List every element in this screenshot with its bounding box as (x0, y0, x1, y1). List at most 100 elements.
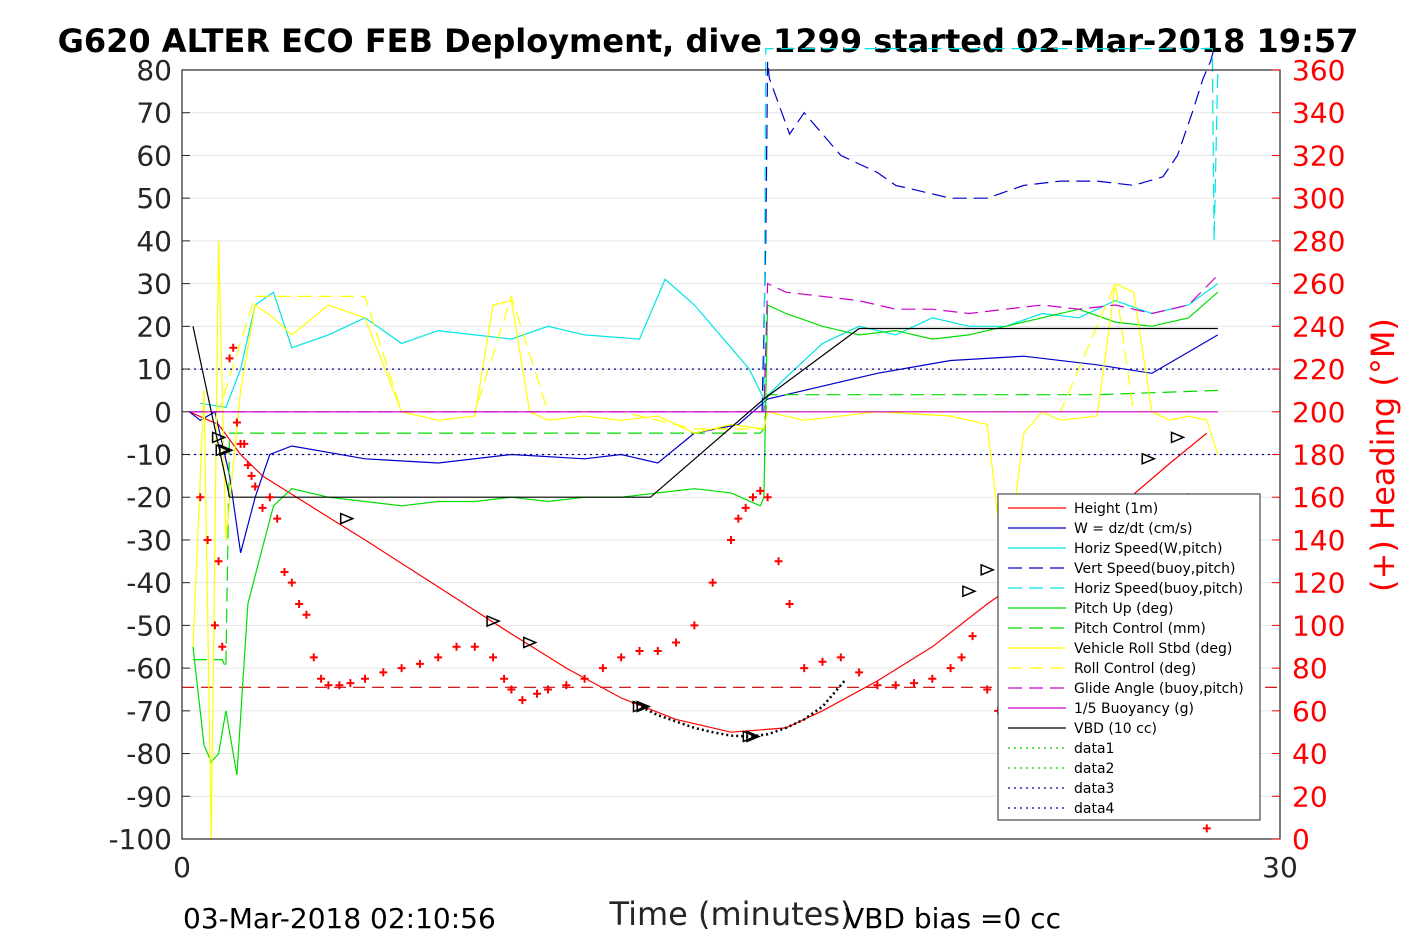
y2-tick-label: 0 (1292, 823, 1310, 856)
triangle-marker (746, 730, 761, 743)
series-line (192, 326, 1218, 498)
series-line (192, 291, 1219, 776)
triangle-marker (219, 444, 234, 457)
legend-label: Roll Control (deg) (1074, 661, 1196, 677)
x-axis-label: Time (minutes) (609, 895, 853, 933)
y2-tick-label: 40 (1292, 738, 1328, 771)
y-tick-label: -10 (126, 439, 172, 472)
heading-point (287, 578, 296, 587)
heading-point (265, 493, 274, 502)
heading-point (873, 681, 882, 690)
y-tick-label: 20 (136, 310, 172, 343)
y-tick-label: -80 (126, 738, 172, 771)
series-line (761, 48, 1215, 412)
triangle-marker (962, 585, 977, 598)
triangle-marker (486, 614, 502, 628)
heading-point (855, 668, 864, 677)
heading-point (379, 668, 388, 677)
heading-point (218, 642, 227, 651)
legend-label: data3 (1074, 781, 1114, 797)
heading-point (544, 685, 552, 694)
heading-point (756, 486, 765, 495)
heading-point (957, 653, 966, 662)
triangle-marker (211, 431, 227, 444)
y2-tick-label: 80 (1292, 652, 1328, 685)
heading-point (727, 535, 735, 544)
heading-point (741, 503, 750, 512)
y-tick-label: -30 (126, 524, 172, 557)
heading-point (489, 653, 498, 662)
heading-point (415, 659, 424, 668)
x-tick-label: 30 (1262, 851, 1298, 884)
triangle-marker (636, 700, 652, 713)
y2-tick-label: 100 (1292, 609, 1345, 642)
y2-tick-label: 160 (1292, 481, 1345, 514)
y2-tick-label: 300 (1292, 182, 1345, 215)
legend-label: Height (1m) (1074, 501, 1158, 517)
heading-point (983, 685, 992, 694)
heading-point (518, 696, 527, 705)
chart-title: G620 ALTER ECO FEB Deployment, dive 1299… (58, 22, 1359, 60)
legend-label: data1 (1074, 741, 1114, 757)
y2-tick-label: 140 (1292, 524, 1345, 557)
heading-point (500, 674, 509, 683)
heading-point (708, 578, 717, 587)
triangle-marker (1141, 452, 1157, 465)
legend-label: W = dz/dt (cm/s) (1074, 521, 1193, 537)
triangle-marker (632, 700, 648, 713)
heading-point (690, 621, 699, 630)
heading-point (280, 567, 289, 576)
heading-point (1202, 824, 1211, 833)
y2-axis-label: (+) Heading (°M) (1364, 318, 1402, 592)
heading-point (214, 557, 223, 566)
heading-point (452, 642, 461, 651)
y-tick-label: -20 (126, 481, 172, 514)
heading-point (910, 679, 918, 688)
y-tick-label: -50 (126, 609, 172, 642)
y-tick-label: 0 (154, 396, 172, 429)
legend-label: Pitch Control (mm) (1074, 621, 1206, 637)
heading-point (225, 354, 234, 363)
legend-label: Horiz Speed(W,pitch) (1074, 541, 1222, 557)
legend-label: Vert Speed(buoy,pitch) (1074, 561, 1236, 577)
heading-point (968, 632, 977, 641)
legend-label: 1/5 Buoyancy (g) (1074, 701, 1194, 717)
heading-point (533, 689, 542, 698)
series-line (193, 281, 1218, 430)
legend: Height (1m) W = dz/dt (cm/s) Horiz Speed(W… (997, 493, 1261, 821)
series-line (200, 278, 1219, 409)
legend-label: Glide Angle (buoy,pitch) (1074, 681, 1244, 697)
heading-point (203, 535, 212, 544)
heading-point (470, 642, 479, 651)
y2-tick-label: 180 (1292, 439, 1345, 472)
heading-point (580, 674, 589, 683)
heading-point (507, 685, 516, 694)
heading-point (774, 557, 783, 566)
heading-point (243, 461, 252, 470)
axis-ticks: 80706050403020100-10-20-30-40-50-60-70-8… (108, 54, 1345, 884)
triangle-marker (980, 563, 996, 576)
y-tick-label: 30 (136, 268, 172, 301)
heading-point (229, 343, 238, 352)
heading-point (258, 503, 267, 512)
triangle-marker (742, 730, 758, 743)
heading-point (734, 514, 743, 523)
y-tick-label: 70 (136, 97, 172, 130)
heading-point (324, 681, 333, 690)
legend-label: Pitch Up (deg) (1074, 601, 1173, 617)
y2-tick-label: 20 (1292, 780, 1328, 813)
heading-point (763, 493, 772, 502)
legend-label: data2 (1074, 761, 1114, 777)
series-line (189, 274, 1219, 413)
heading-point (240, 439, 249, 448)
y2-tick-label: 260 (1292, 268, 1345, 301)
y-tick-label: -70 (126, 695, 172, 728)
y-tick-label: -40 (126, 567, 172, 600)
y-tick-label: 60 (136, 139, 172, 172)
y-tick-label: 40 (136, 225, 172, 258)
heading-point (653, 647, 662, 656)
heading-point (397, 664, 406, 673)
heading-point (273, 514, 282, 523)
heading-point (598, 664, 607, 673)
